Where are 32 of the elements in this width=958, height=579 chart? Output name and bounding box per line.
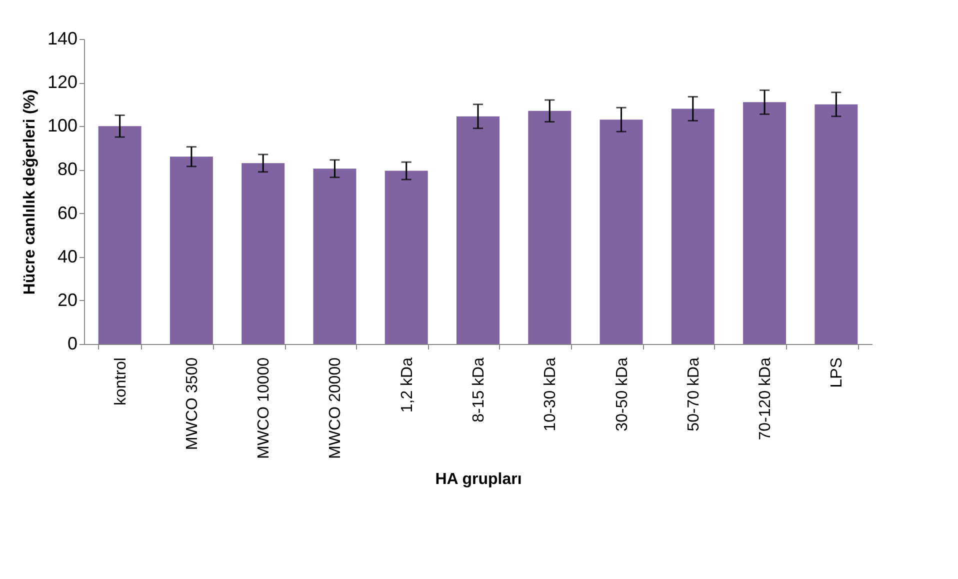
x-tick-label: 30-50 kDa	[614, 357, 631, 432]
bar	[743, 102, 786, 344]
bar	[814, 104, 858, 344]
x-tick-label: 1,2 kDa	[398, 357, 416, 413]
bar	[600, 120, 643, 344]
bar	[242, 163, 285, 344]
x-tick-label: MWCO 3500	[184, 357, 201, 450]
bar	[528, 110, 572, 344]
x-axis-title: HA grupları	[435, 470, 522, 488]
x-tick-label: 50-70 kDa	[685, 357, 702, 432]
bar	[313, 168, 356, 344]
x-tick-label: MWCO 20000	[327, 357, 344, 459]
bar	[384, 170, 428, 344]
y-tick-label: 60	[57, 202, 78, 223]
x-tick-label: kontrol	[112, 358, 130, 406]
x-tick-label: 10-30 kDa	[542, 357, 560, 432]
x-tick-label: 70-120 kDa	[757, 357, 774, 440]
bar	[456, 116, 500, 344]
bar	[98, 126, 142, 344]
y-axis-title: Hücre canlılık değerleri (%)	[21, 89, 38, 295]
bar	[170, 156, 213, 344]
y-tick-label: 120	[47, 72, 78, 92]
y-tick-label: 40	[57, 246, 78, 266]
y-tick-label: 0	[67, 334, 78, 354]
y-tick-label: 100	[47, 116, 78, 136]
x-tick-label: 8-15 kDa	[470, 357, 488, 422]
x-tick-label: MWCO 10000	[256, 357, 273, 459]
y-tick-label: 80	[57, 159, 78, 180]
x-tick-label: LPS	[828, 358, 846, 388]
y-tick-label: 20	[57, 290, 78, 310]
y-tick-label: 140	[47, 28, 78, 48]
bar	[671, 108, 714, 344]
